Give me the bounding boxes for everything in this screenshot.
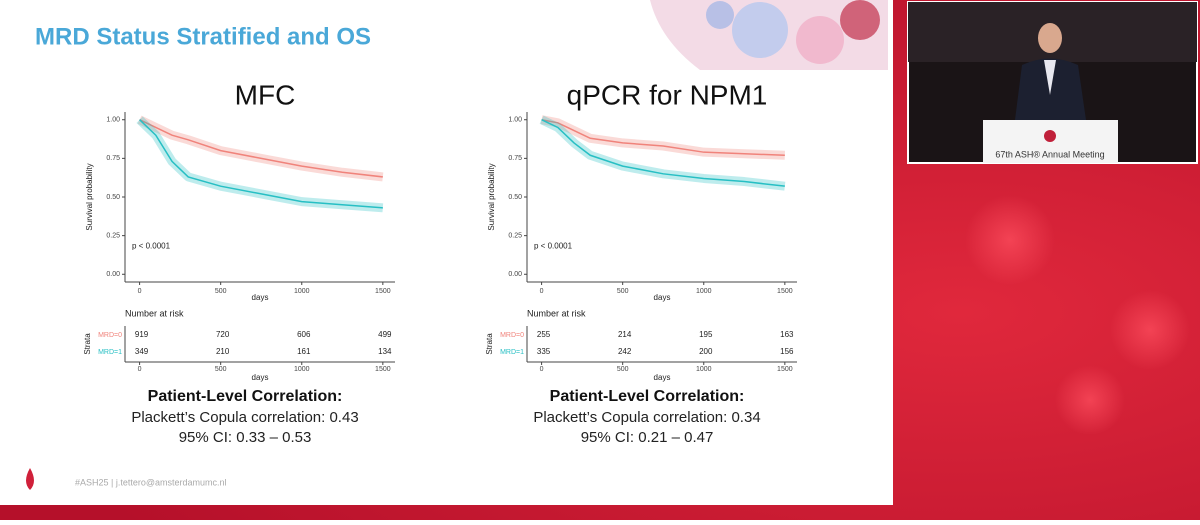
strata-label: MRD=1 [98, 349, 122, 356]
at-risk-count: 163 [780, 330, 794, 339]
correlation-heading: Patient-Level Correlation: [550, 388, 745, 405]
y-tick-label: 0.50 [106, 194, 120, 201]
survival-line [139, 119, 383, 209]
risk-x-tick-label: 0 [138, 366, 142, 373]
at-risk-count: 161 [297, 347, 311, 356]
at-risk-count: 242 [618, 347, 632, 356]
x-tick-label: 1000 [696, 288, 712, 295]
p-value: p < 0.0001 [132, 242, 171, 251]
x-axis-title: days [252, 293, 269, 302]
bokeh [965, 195, 1055, 285]
at-risk-count: 919 [135, 330, 149, 339]
x-tick-label: 0 [540, 288, 544, 295]
correlation-text: Plackett’s Copula correlation: 0.43 [131, 409, 358, 426]
x-axis-title: days [654, 293, 671, 302]
at-risk-count: 499 [378, 330, 392, 339]
y-tick-label: 0.25 [508, 232, 522, 239]
risk-x-tick-label: 1500 [375, 366, 391, 373]
y-axis-title: Survival probability [487, 163, 496, 230]
y-tick-label: 1.00 [508, 117, 522, 124]
survival-line [139, 119, 383, 178]
y-tick-label: 0.75 [106, 155, 120, 162]
risk-table-title: Number at risk [527, 308, 586, 318]
y-tick-label: 0.00 [508, 271, 522, 278]
y-tick-label: 0.50 [508, 194, 522, 201]
strata-label: MRD=0 [500, 332, 524, 339]
p-value: p < 0.0001 [534, 242, 573, 251]
slide-decoration [650, 0, 888, 70]
risk-x-tick-label: 1000 [294, 366, 310, 373]
risk-table-title: Number at risk [125, 308, 184, 318]
at-risk-count: 606 [297, 330, 311, 339]
at-risk-count: 134 [378, 347, 392, 356]
risk-x-tick-label: 1500 [777, 366, 793, 373]
x-tick-label: 1000 [294, 288, 310, 295]
logo [26, 468, 34, 490]
survival-line [541, 119, 785, 187]
bokeh [1055, 365, 1125, 435]
slide-title: MRD Status Stratified and OS [35, 23, 371, 50]
strata-label: MRD=0 [98, 332, 122, 339]
video-caption: 67th ASH® Annual Meeting [995, 149, 1104, 159]
risk-x-tick-label: 1000 [696, 366, 712, 373]
at-risk-count: 200 [699, 347, 713, 356]
y-tick-label: 1.00 [106, 117, 120, 124]
at-risk-count: 349 [135, 347, 149, 356]
x-tick-label: 500 [617, 288, 629, 295]
x-tick-label: 0 [138, 288, 142, 295]
correlation-ci: 95% CI: 0.21 – 0.47 [581, 429, 714, 446]
speaker-video: 67th ASH® Annual Meeting [907, 1, 1198, 164]
at-risk-count: 210 [216, 347, 230, 356]
risk-x-tick-label: 500 [215, 366, 227, 373]
at-risk-count: 255 [537, 330, 551, 339]
x-tick-label: 1500 [777, 288, 793, 295]
at-risk-count: 214 [618, 330, 632, 339]
risk-y-title: Strata [485, 333, 494, 355]
x-tick-label: 500 [215, 288, 227, 295]
x-tick-label: 1500 [375, 288, 391, 295]
risk-y-title: Strata [83, 333, 92, 355]
correlation-heading: Patient-Level Correlation: [148, 388, 343, 405]
risk-x-title: days [654, 373, 671, 382]
correlation-ci: 95% CI: 0.33 – 0.53 [179, 429, 312, 446]
slide [0, 0, 893, 505]
y-tick-label: 0.75 [508, 155, 522, 162]
at-risk-count: 720 [216, 330, 230, 339]
risk-x-tick-label: 500 [617, 366, 629, 373]
risk-x-title: days [252, 373, 269, 382]
risk-x-tick-label: 0 [540, 366, 544, 373]
y-tick-label: 0.25 [106, 232, 120, 239]
at-risk-count: 335 [537, 347, 551, 356]
correlation-text: Plackett’s Copula correlation: 0.34 [533, 409, 760, 426]
footer: #ASH25 | j.tettero@amsterdamumc.nl [75, 477, 227, 487]
bokeh [1110, 290, 1190, 370]
survival-line [541, 118, 785, 157]
at-risk-count: 195 [699, 330, 713, 339]
chart-title: MFC [235, 79, 296, 110]
strata-label: MRD=1 [500, 349, 524, 356]
y-axis-title: Survival probability [85, 163, 94, 230]
at-risk-count: 156 [780, 347, 794, 356]
y-tick-label: 0.00 [106, 271, 120, 278]
chart-title: qPCR for NPM1 [567, 79, 768, 110]
